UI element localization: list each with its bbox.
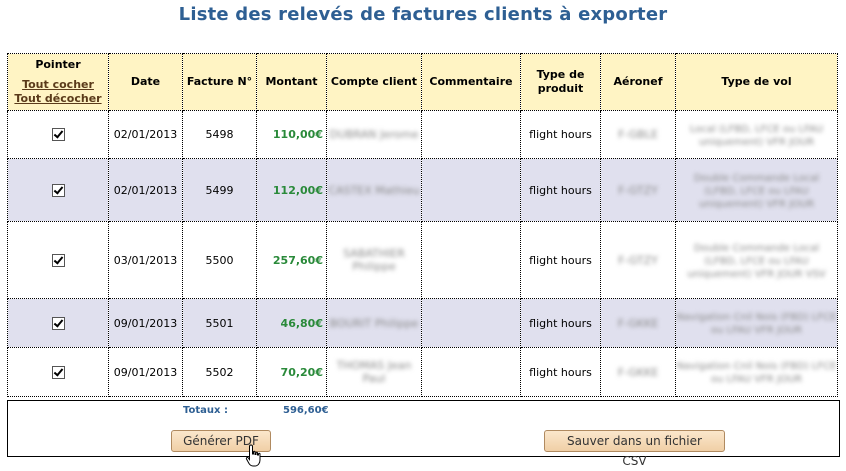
checkbox-cell: [7, 158, 109, 222]
type-vol-text: Navigation Cnil Nois (FBD) LFCE ou LFAU …: [676, 361, 837, 385]
type-vol-text: Double Commande Local (LFBD, LFCE ou LFA…: [693, 172, 820, 210]
checkbox-cell: [7, 298, 109, 348]
facture-cell: 5499: [182, 158, 257, 222]
date-cell: 03/01/2013: [108, 221, 183, 299]
facture-cell: 5498: [182, 110, 257, 159]
client-text: THOMAS Jean Paul: [336, 359, 412, 385]
aeronef-text: F-GTZY: [618, 183, 658, 197]
date-cell: 09/01/2013: [108, 347, 183, 397]
aeronef-text: F-GTZY: [618, 253, 658, 267]
commentaire-cell: [421, 347, 521, 397]
aeronef-text: F-GBLE: [618, 128, 658, 141]
montant-cell: 257,60€: [256, 221, 327, 299]
aeronef-text: F-GKKE: [617, 316, 659, 330]
facture-cell: 5500: [182, 221, 257, 299]
checkbox-checked-icon[interactable]: [51, 128, 65, 142]
checkbox-cell: [7, 221, 109, 299]
type-vol-cell: Double Commande Local (LFBD, LFCE ou LFA…: [675, 221, 838, 299]
montant-cell: 70,20€: [256, 347, 327, 397]
checkbox-checked-icon[interactable]: [51, 365, 65, 379]
col-compte-client: Compte client: [326, 53, 422, 111]
table-row: 02/01/2013 5498 110,00€ DUBRAN Jerome flight…: [7, 110, 838, 159]
hand-pointer-cursor-icon: [245, 444, 261, 467]
col-commentaire: Commentaire: [421, 53, 521, 111]
col-facture: Facture N°: [182, 53, 257, 111]
invoice-table: Pointer Tout cocher Tout décocher Date F…: [7, 53, 838, 397]
facture-cell: 5502: [182, 347, 257, 397]
table-row: 03/01/2013 5500 257,60€ SABATHIER Philippe f…: [7, 221, 838, 299]
type-vol-text: Local (LFBD, LFCE ou LFAU uniquement) VF…: [689, 123, 824, 148]
col-aeronef: Aéronef: [600, 53, 676, 111]
uncheck-all-link[interactable]: Tout décocher: [14, 92, 102, 105]
type-vol-cell: Local (LFBD, LFCE ou LFAU uniquement) VF…: [675, 110, 838, 159]
produit-cell: flight hours: [520, 221, 601, 299]
produit-cell: flight hours: [520, 110, 601, 159]
totals-label: Totaux :: [183, 405, 228, 416]
col-date: Date: [108, 53, 183, 111]
client-cell: DUBRAN Jerome: [326, 110, 422, 159]
commentaire-cell: [421, 110, 521, 159]
aeronef-cell: F-GBLE: [600, 110, 676, 159]
type-vol-text: Double Commande Local (LFBD, LFCE ou LFA…: [687, 242, 826, 280]
client-text: DUBRAN Jerome: [329, 128, 419, 141]
montant-cell: 112,00€: [256, 158, 327, 222]
type-vol-text: Navigation Cnil Nois (FBD) LFCE ou LFAU …: [676, 312, 837, 336]
client-text: SABATHIER Philippe: [343, 247, 405, 273]
table-row: 09/01/2013 5501 46,80€ BOURIT Philippe fligh…: [7, 298, 838, 348]
client-cell: THOMAS Jean Paul: [326, 347, 422, 397]
commentaire-cell: [421, 298, 521, 348]
col-type-vol: Type de vol: [675, 53, 838, 111]
aeronef-cell: F-GKKE: [600, 347, 676, 397]
save-csv-button[interactable]: Sauver dans un fichier CSV: [544, 430, 725, 468]
col-montant: Montant: [256, 53, 327, 111]
montant-cell: 110,00€: [256, 110, 327, 159]
checkbox-cell: [7, 110, 109, 159]
generate-pdf-button[interactable]: Générer PDF: [171, 430, 271, 452]
date-cell: 02/01/2013: [108, 158, 183, 222]
checkbox-cell: [7, 347, 109, 397]
totals-value: 596,60€: [283, 405, 329, 416]
facture-cell: 5501: [182, 298, 257, 348]
client-text: CASTEX Mathieu: [328, 183, 420, 197]
table-header-row: Pointer Tout cocher Tout décocher Date F…: [7, 53, 838, 111]
produit-cell: flight hours: [520, 347, 601, 397]
type-vol-cell: Navigation Cnil Nois (FBD) LFCE ou LFAU …: [675, 347, 838, 397]
page-title: Liste des relevés de factures clients à …: [178, 4, 668, 25]
aeronef-text: F-GKKE: [617, 365, 659, 379]
produit-cell: flight hours: [520, 298, 601, 348]
table-row: 02/01/2013 5499 112,00€ CASTEX Mathieu fligh…: [7, 158, 838, 222]
checkbox-checked-icon[interactable]: [51, 316, 65, 330]
client-cell: BOURIT Philippe: [326, 298, 422, 348]
commentaire-cell: [421, 158, 521, 222]
produit-cell: flight hours: [520, 158, 601, 222]
date-cell: 09/01/2013: [108, 298, 183, 348]
check-all-link[interactable]: Tout cocher: [22, 78, 94, 91]
client-cell: SABATHIER Philippe: [326, 221, 422, 299]
col-type-produit: Type de produit: [520, 53, 601, 111]
aeronef-cell: F-GTZY: [600, 221, 676, 299]
col-pointer: Pointer Tout cocher Tout décocher: [7, 53, 109, 111]
client-cell: CASTEX Mathieu: [326, 158, 422, 222]
type-vol-cell: Double Commande Local (LFBD, LFCE ou LFA…: [675, 158, 838, 222]
montant-cell: 46,80€: [256, 298, 327, 348]
totals-panel: Totaux : 596,60€ Générer PDF Sauver dans…: [7, 400, 840, 468]
date-cell: 02/01/2013: [108, 110, 183, 159]
type-vol-cell: Navigation Cnil Nois (FBD) LFCE ou LFAU …: [675, 298, 838, 348]
aeronef-cell: F-GTZY: [600, 158, 676, 222]
commentaire-cell: [421, 221, 521, 299]
checkbox-checked-icon[interactable]: [51, 183, 65, 197]
pointer-label: Pointer: [35, 58, 81, 71]
table-row: 09/01/2013 5502 70,20€ THOMAS Jean Paul flig…: [7, 347, 838, 397]
aeronef-cell: F-GKKE: [600, 298, 676, 348]
checkbox-checked-icon[interactable]: [51, 253, 65, 267]
client-text: BOURIT Philippe: [329, 316, 419, 330]
